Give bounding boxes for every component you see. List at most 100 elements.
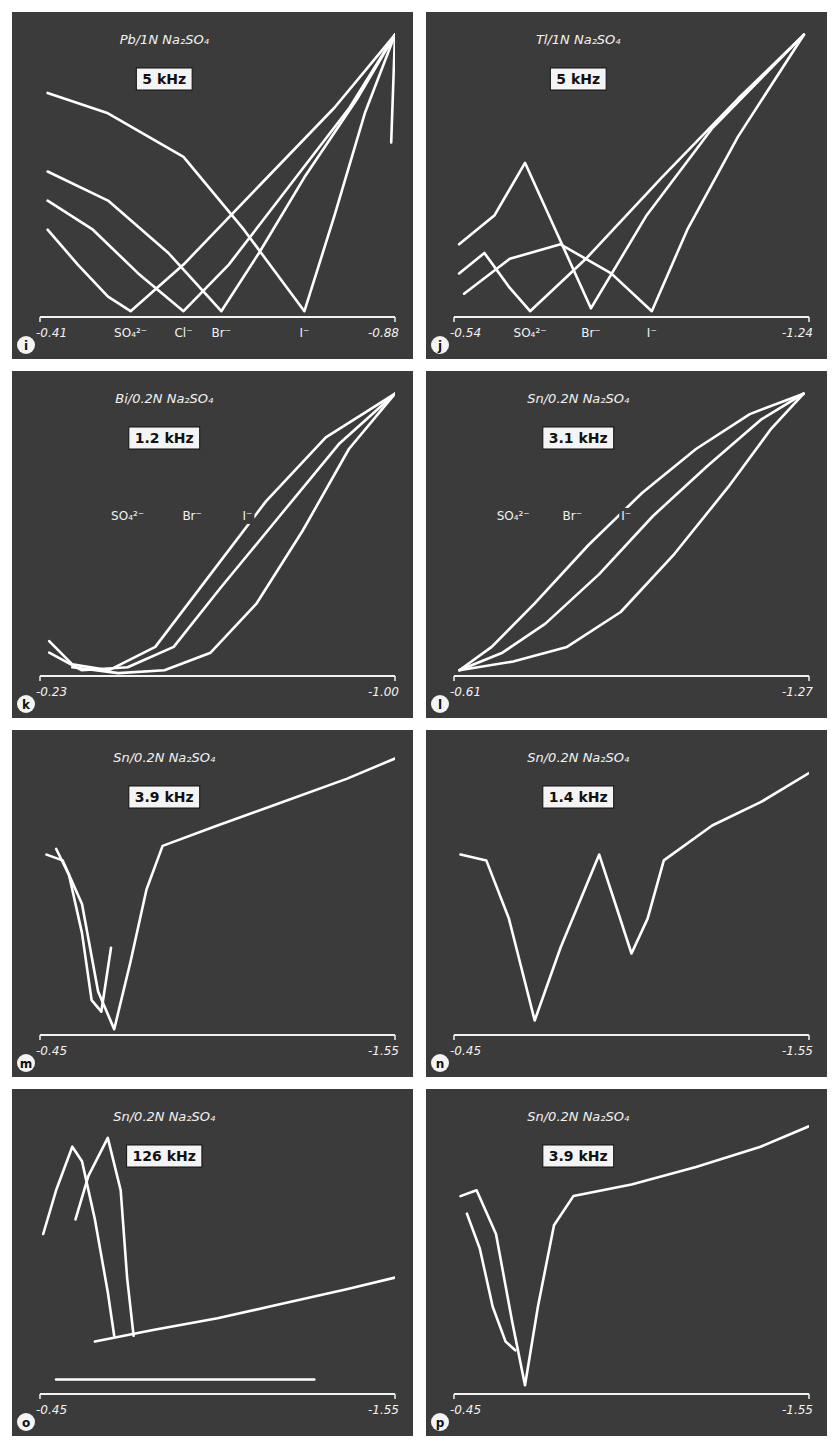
curve: [49, 394, 395, 671]
frequency-label: 1.4 kHz: [549, 789, 608, 805]
curve: [49, 394, 395, 671]
annotation: I⁻: [647, 326, 657, 340]
panel-title: Sn/0.2N Na₂SO₄: [113, 750, 216, 765]
tick-label: -0.45: [450, 1403, 481, 1417]
tick-label: -0.61: [450, 685, 481, 699]
marks: [459, 394, 803, 671]
title-patch: [112, 390, 217, 407]
panel-background: [12, 730, 413, 1077]
frequency-label: 3.1 kHz: [549, 430, 608, 446]
x-axis: [40, 1393, 395, 1395]
frequency-box: [543, 1145, 614, 1167]
label-patch: [495, 508, 532, 524]
curve: [48, 35, 395, 312]
tick-mark: [394, 317, 396, 322]
marks: [43, 1138, 395, 1380]
tick-label: -0.23: [36, 685, 67, 699]
frequency-box: [550, 68, 606, 90]
tick-label: -1.55: [782, 1044, 813, 1058]
curve: [459, 35, 804, 312]
frequency-label: 126 kHz: [133, 1148, 196, 1164]
tick-label: -0.45: [450, 1044, 481, 1058]
annotation: Br⁻: [212, 326, 232, 340]
title-patch: [524, 1108, 633, 1125]
tick-label: -1.55: [782, 1403, 813, 1417]
panel: -0.45-1.55Sn/0.2N Na₂SO₄3.9 kHzp: [426, 1089, 827, 1436]
marks: [47, 759, 396, 1030]
x-axis: [454, 1393, 809, 1395]
panel: -0.45-1.55Sn/0.2N Na₂SO₄1.4 kHzn: [426, 730, 827, 1077]
x-axis: [454, 1034, 809, 1036]
annotation: SO₄²⁻: [111, 509, 144, 523]
frequency-box: [543, 427, 614, 449]
frequency-label: 1.2 kHz: [135, 430, 194, 446]
tick-label: -0.41: [36, 326, 67, 340]
tick-mark: [453, 1394, 455, 1399]
curve: [461, 773, 810, 1020]
marks: [459, 35, 804, 312]
annotation: SO₄²⁻: [514, 326, 547, 340]
annotation: Cl⁻: [174, 326, 192, 340]
panel-letter: k: [22, 698, 31, 712]
panel-background: [12, 12, 413, 359]
panel: -0.45-1.55Sn/0.2N Na₂SO₄126 kHzo: [12, 1089, 413, 1436]
panel: -0.41-0.88SO₄²⁻Cl⁻Br⁻I⁻Pb/1N Na₂SO₄5 kHz…: [12, 12, 413, 359]
title-patch: [117, 31, 213, 48]
marks: [461, 1126, 810, 1385]
annotation: SO₄²⁻: [497, 509, 530, 523]
frequency-box: [136, 68, 192, 90]
curve: [47, 759, 396, 1030]
panel-title: Pb/1N Na₂SO₄: [120, 32, 210, 47]
panel-background: [426, 12, 827, 359]
panel-letter-badge: [431, 695, 449, 713]
panel-letter-badge: [431, 1054, 449, 1072]
curve: [43, 1147, 114, 1336]
panel-letter: m: [20, 1057, 33, 1071]
panel-title: Tl/1N Na₂SO₄: [536, 32, 621, 47]
title-patch: [110, 749, 219, 766]
tick-label: -0.45: [36, 1403, 67, 1417]
curve: [48, 35, 395, 312]
label-patch: [241, 508, 255, 524]
annotation: SO₄²⁻: [114, 326, 147, 340]
tick-label: -1.55: [368, 1044, 399, 1058]
tick-mark: [39, 1035, 41, 1040]
panel-letter-badge: [431, 1413, 449, 1431]
annotation: I⁻: [621, 509, 631, 523]
panel-background: [426, 730, 827, 1077]
panel-title: Sn/0.2N Na₂SO₄: [527, 391, 630, 406]
panel-title: Bi/0.2N Na₂SO₄: [115, 391, 214, 406]
panel: -0.54-1.24SO₄²⁻Br⁻I⁻Tl/1N Na₂SO₄5 kHzj: [426, 12, 827, 359]
title-patch: [524, 390, 633, 407]
title-patch: [110, 1108, 219, 1125]
tick-mark: [39, 1394, 41, 1399]
tick-label: -1.00: [368, 685, 399, 699]
tick-label: -1.55: [368, 1403, 399, 1417]
panel: -0.45-1.55Sn/0.2N Na₂SO₄3.9 kHzm: [12, 730, 413, 1077]
tick-label: -0.54: [450, 326, 481, 340]
panel: -0.23-1.00SO₄²⁻Br⁻I⁻Bi/0.2N Na₂SO₄1.2 kH…: [12, 371, 413, 718]
tick-mark: [394, 1394, 396, 1399]
tick-mark: [453, 1035, 455, 1040]
tick-label: -0.88: [368, 326, 399, 340]
panel: -0.61-1.27SO₄²⁻Br⁻I⁻Sn/0.2N Na₂SO₄3.1 kH…: [426, 371, 827, 718]
panel-background: [426, 1089, 827, 1436]
curve: [459, 394, 803, 671]
panel-title: Sn/0.2N Na₂SO₄: [527, 750, 630, 765]
tick-mark: [453, 676, 455, 681]
annotation: Br⁻: [182, 509, 202, 523]
figure: -0.41-0.88SO₄²⁻Cl⁻Br⁻I⁻Pb/1N Na₂SO₄5 kHz…: [0, 0, 839, 1451]
annotation: I⁻: [299, 326, 309, 340]
tick-mark: [808, 676, 810, 681]
panel-letter-badge: [431, 336, 449, 354]
curve: [459, 35, 804, 309]
curve: [48, 35, 395, 312]
annotation: Br⁻: [563, 509, 583, 523]
annotation: Br⁻: [581, 326, 601, 340]
curve: [48, 35, 395, 312]
curve: [391, 35, 395, 143]
frequency-box: [543, 786, 614, 808]
x-axis: [40, 1034, 395, 1036]
panel-letter-badge: [17, 336, 35, 354]
curve: [464, 35, 804, 312]
